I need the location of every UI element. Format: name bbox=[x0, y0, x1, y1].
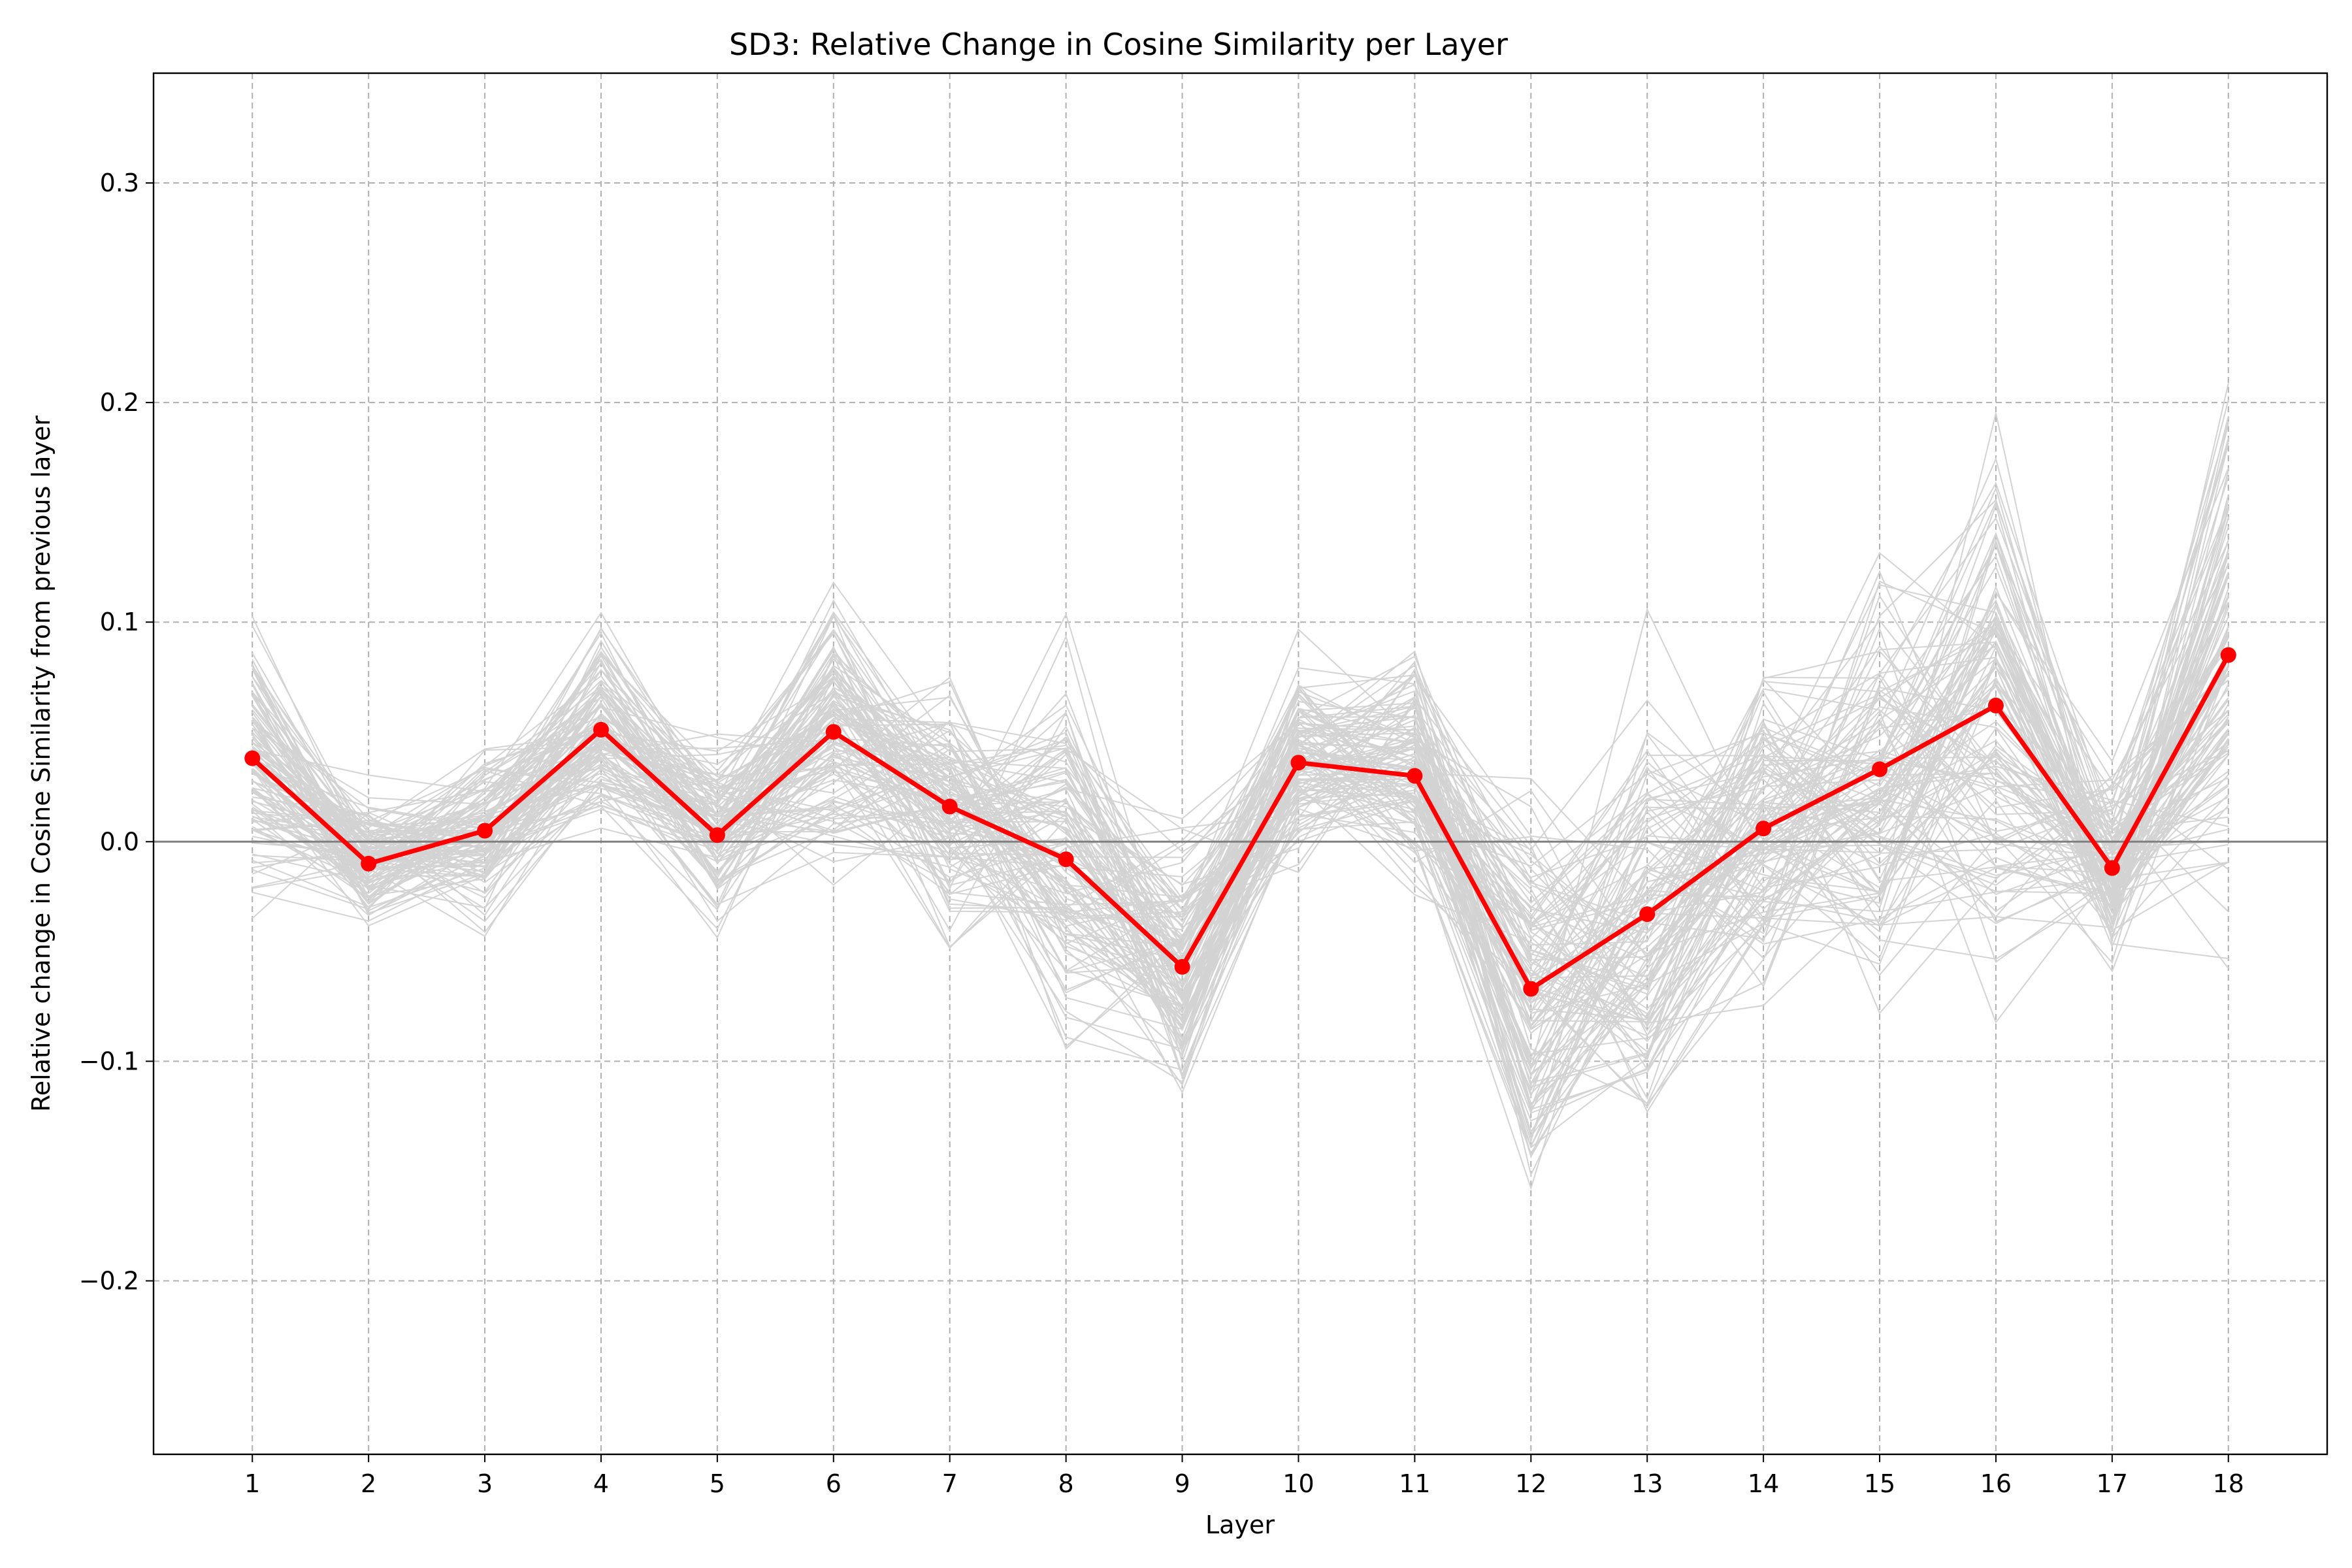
background-trace-line bbox=[252, 672, 2229, 1002]
y-tick-label: −0.2 bbox=[79, 1266, 139, 1295]
background-trace-line bbox=[252, 413, 2229, 1048]
background-trace-line bbox=[252, 614, 2229, 928]
x-tick-label: 17 bbox=[2097, 1469, 2128, 1498]
mean-series-point bbox=[1756, 821, 1772, 837]
x-tick-label: 10 bbox=[1282, 1469, 1314, 1498]
x-tick-label: 7 bbox=[942, 1469, 958, 1498]
x-tick-label: 11 bbox=[1399, 1469, 1430, 1498]
x-tick-label: 15 bbox=[1864, 1469, 1895, 1498]
mean-series-point bbox=[1639, 906, 1656, 923]
background-trace-line bbox=[252, 516, 2229, 1056]
mean-series-point bbox=[825, 724, 841, 740]
mean-series bbox=[244, 647, 2236, 997]
mean-series-point bbox=[1407, 768, 1423, 784]
x-tick-label: 13 bbox=[1631, 1469, 1663, 1498]
background-trace-line bbox=[252, 679, 2229, 989]
background-trace-line bbox=[252, 602, 2229, 1134]
x-tick-label: 18 bbox=[2213, 1469, 2244, 1498]
x-tick-label: 3 bbox=[477, 1469, 493, 1498]
mean-series-point bbox=[1987, 697, 2004, 713]
mean-series-point bbox=[2220, 647, 2236, 663]
background-trace-line bbox=[252, 629, 2229, 1040]
mean-series-point bbox=[2104, 860, 2120, 876]
x-tick-label: 12 bbox=[1515, 1469, 1546, 1498]
y-axis-ticks: −0.2 −0.1 0.0 0.1 0.2 0.3 bbox=[79, 169, 154, 1295]
chart-title: SD3: Relative Change in Cosine Similarit… bbox=[729, 27, 1508, 62]
y-tick-label: 0.3 bbox=[100, 169, 139, 197]
mean-series-point bbox=[709, 827, 725, 843]
mean-series-line bbox=[250, 653, 2230, 991]
y-tick-label: 0.0 bbox=[100, 827, 139, 856]
x-tick-label: 9 bbox=[1174, 1469, 1190, 1498]
mean-series-point bbox=[593, 721, 609, 738]
background-trace-line bbox=[252, 617, 2229, 986]
background-trace-line bbox=[252, 629, 2229, 1077]
x-tick-label: 4 bbox=[593, 1469, 609, 1498]
plot-frame bbox=[152, 72, 2328, 1456]
x-tick-label: 8 bbox=[1058, 1469, 1074, 1498]
grid-lines bbox=[154, 73, 2327, 1454]
x-tick-label: 14 bbox=[1748, 1469, 1779, 1498]
mean-series-point bbox=[477, 823, 493, 839]
background-trace-line bbox=[252, 517, 2229, 978]
background-trace-line bbox=[252, 555, 2229, 1108]
mean-series-point bbox=[244, 750, 261, 766]
x-tick-label: 2 bbox=[361, 1469, 376, 1498]
background-trace-line bbox=[252, 690, 2229, 1110]
mean-series-point bbox=[941, 798, 958, 815]
y-axis-label: Relative change in Cosine Similarity fro… bbox=[27, 416, 56, 1112]
y-tick-label: 0.2 bbox=[100, 388, 139, 417]
mean-series-point bbox=[1523, 981, 1539, 997]
background-trace-line bbox=[252, 580, 2229, 1000]
x-tick-label: 6 bbox=[826, 1469, 841, 1498]
background-trace-line bbox=[252, 646, 2229, 1004]
x-tick-label: 16 bbox=[1980, 1469, 2012, 1498]
background-traces bbox=[252, 383, 2229, 1190]
background-trace-line bbox=[252, 383, 2229, 1027]
x-axis-ticks: 1 2 3 4 5 6 7 8 9 10 11 12 13 14 15 16 17 18 bbox=[244, 1454, 2244, 1498]
background-trace-line bbox=[252, 596, 2229, 1061]
mean-series-point bbox=[1174, 958, 1190, 975]
y-tick-label: −0.1 bbox=[79, 1047, 139, 1075]
x-tick-label: 5 bbox=[710, 1469, 725, 1498]
background-trace-line bbox=[252, 628, 2229, 1021]
x-tick-label: 1 bbox=[244, 1469, 260, 1498]
background-trace-line bbox=[252, 551, 2229, 1054]
background-trace-line bbox=[252, 499, 2229, 1023]
mean-series-point bbox=[361, 855, 377, 872]
background-trace-line bbox=[252, 623, 2229, 1158]
mean-series-point bbox=[1872, 761, 1888, 777]
mean-series-point bbox=[1058, 851, 1074, 868]
x-axis-label: Layer bbox=[1205, 1511, 1275, 1539]
background-trace-line bbox=[252, 543, 2229, 1021]
background-trace-line bbox=[252, 482, 2229, 1079]
mean-series-point bbox=[1290, 755, 1307, 771]
y-tick-label: 0.1 bbox=[100, 608, 139, 636]
